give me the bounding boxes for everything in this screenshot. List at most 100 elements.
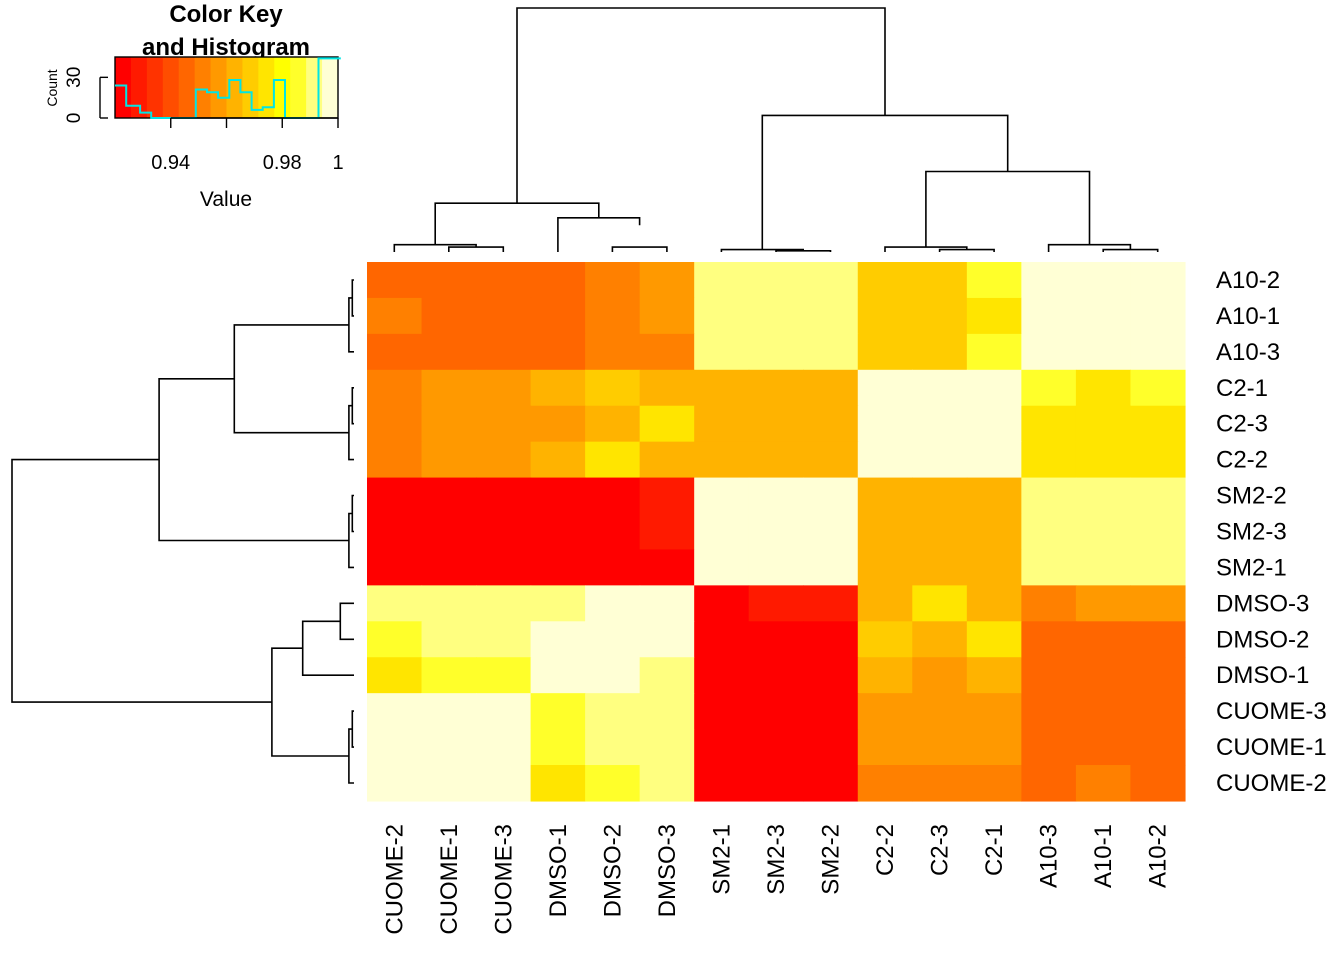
heatmap-cell [803, 513, 859, 551]
heatmap-cell [1130, 262, 1186, 299]
row-label: CUOME-1 [1216, 734, 1327, 761]
heatmap-cell [1130, 333, 1186, 371]
column-dendrogram-branch [1047, 243, 1132, 252]
heatmap-cell [1130, 549, 1186, 586]
column-label: DMSO-3 [654, 824, 681, 917]
heatmap-cell [966, 549, 1022, 586]
heatmap-cell [585, 657, 641, 694]
heatmap-cell [585, 333, 641, 371]
column-dendrogram-branch [611, 246, 668, 252]
heatmap-cell [421, 262, 477, 299]
column-dendrogram-branch [775, 250, 832, 252]
heatmap-cell [694, 477, 750, 515]
heatmap-cell [912, 333, 968, 371]
heatmap-cell [367, 513, 423, 551]
heatmap-cell [1075, 693, 1132, 730]
row-dendrogram-branch [339, 602, 354, 641]
heatmap-cell [530, 729, 586, 766]
heatmap-cell [748, 657, 804, 694]
heatmap-cell [476, 657, 532, 694]
heatmap-cell [748, 693, 804, 730]
heatmap-cell [857, 729, 913, 766]
heatmap-cell [639, 513, 695, 551]
heatmap-cell [530, 513, 586, 551]
row-label: DMSO-2 [1216, 626, 1309, 653]
heatmap-cell [857, 621, 913, 658]
heatmap-cell [476, 585, 532, 622]
heatmap-cell [1075, 477, 1132, 515]
heatmap-cell [912, 477, 968, 515]
heatmap-cell [857, 477, 913, 515]
heatmap-cell [1075, 369, 1132, 407]
heatmap-cell [1130, 729, 1186, 766]
row-dendrogram-branch [348, 728, 354, 784]
heatmap-cell [803, 405, 859, 443]
heatmap-cell [585, 477, 641, 515]
heatmap-cell [748, 477, 804, 515]
heatmap-cell [1075, 297, 1132, 335]
key-color-swatch [210, 57, 227, 118]
column-label: C2-2 [872, 824, 899, 876]
column-label: SM2-3 [763, 824, 790, 895]
heatmap-cell [639, 333, 695, 371]
heatmap-cell [966, 729, 1022, 766]
column-labels: CUOME-2 CUOME-1 CUOME-3 DMSO-1 DMSO-2 DMSO-3 S… [381, 824, 1171, 935]
heatmap-cell [748, 405, 804, 443]
heatmap-cell [476, 765, 532, 802]
heatmap-cell [748, 765, 804, 802]
key-x-tick-label: 0.98 [263, 152, 302, 174]
heatmap-cell [585, 405, 641, 443]
row-dendrogram-branch [348, 404, 354, 461]
heatmap-cell [857, 405, 913, 443]
heatmap-cell [803, 441, 859, 479]
heatmap-cell [1075, 333, 1132, 371]
key-color-swatch [290, 57, 307, 118]
heatmap-cell [367, 693, 423, 730]
column-dendrogram-branch [434, 202, 600, 245]
heatmap-cell [748, 262, 804, 299]
heatmap-cell [857, 693, 913, 730]
heatmap-cell [530, 657, 586, 694]
heatmap-cell [966, 297, 1022, 335]
heatmap-cell [803, 693, 859, 730]
heatmap-cell [476, 693, 532, 730]
heatmap-cell [639, 765, 695, 802]
heatmap-cell [639, 549, 695, 586]
row-label: A10-1 [1216, 303, 1280, 330]
heatmap-cell [694, 369, 750, 407]
heatmap-cell [1075, 549, 1132, 586]
column-dendrogram-branch [938, 248, 995, 252]
heatmap-cell [857, 657, 913, 694]
heatmap-cell [966, 621, 1022, 658]
column-label: A10-3 [1036, 824, 1063, 888]
key-title-line1: Color Key [169, 1, 283, 28]
heatmap-cell [585, 549, 641, 586]
heatmap-cell [421, 549, 477, 586]
column-label: CUOME-3 [490, 824, 517, 935]
row-label: CUOME-2 [1216, 770, 1327, 797]
row-dendrogram-branch [351, 387, 354, 425]
row-labels: A10-2 A10-1 A10-3 C2-1 C2-3 C2-2 SM2-2 SM2-3 SM2… [1216, 267, 1327, 797]
heatmap-cell [1075, 513, 1132, 551]
column-label: C2-1 [981, 824, 1008, 876]
heatmap-cell [966, 585, 1022, 622]
heatmap-cell [694, 262, 750, 299]
key-color-swatch [242, 57, 259, 118]
heatmap-cell [421, 405, 477, 443]
heatmap-cell [748, 585, 804, 622]
heatmap-cell [857, 262, 913, 299]
heatmap-cell [748, 333, 804, 371]
heatmap-cell [639, 477, 695, 515]
heatmap-cell [421, 657, 477, 694]
heatmap-cell [803, 477, 859, 515]
heatmap-cell [367, 262, 423, 299]
heatmap-cell [639, 262, 695, 299]
heatmap-cell [639, 297, 695, 335]
heatmap-cell [1021, 405, 1077, 443]
heatmap-cell [639, 729, 695, 766]
heatmap-cell [803, 262, 859, 299]
heatmap-cell [1075, 729, 1132, 766]
heatmap-cell [1021, 369, 1077, 407]
heatmap-cell [1130, 477, 1186, 515]
